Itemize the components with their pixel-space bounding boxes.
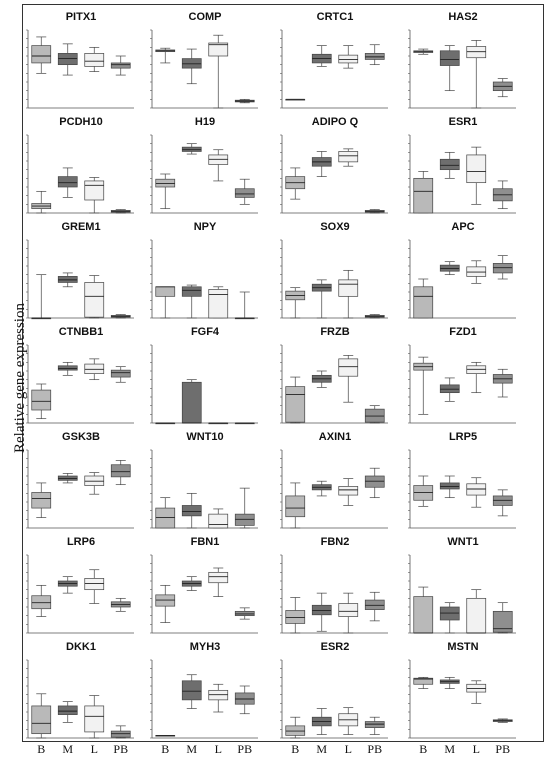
panel-title-crtc1: CRTC1 — [317, 11, 354, 23]
box-m — [57, 705, 78, 715]
panel-title-fzd1: FZD1 — [449, 326, 477, 338]
panel-title-wnt1: WNT1 — [447, 536, 478, 548]
panel-title-apc: APC — [451, 221, 474, 233]
x-group-label-pb: PB — [237, 742, 253, 756]
x-group-label-b: B — [37, 742, 46, 756]
panel-title-myh3: MYH3 — [190, 641, 221, 653]
panel-title-axin1: AXIN1 — [319, 431, 351, 443]
panel-title-esr1: ESR1 — [449, 116, 478, 128]
panel-title-dkk1: DKK1 — [66, 641, 96, 653]
panel-title-pcdh10: PCDH10 — [59, 116, 102, 128]
panel-title-mstn: MSTN — [447, 641, 478, 653]
box-b — [285, 495, 306, 518]
x-group-label-l: L — [472, 742, 480, 756]
box-l — [338, 279, 359, 297]
x-group-label-l: L — [214, 742, 222, 756]
box-b — [413, 596, 434, 634]
box-l — [338, 358, 359, 377]
box-m — [181, 286, 202, 297]
panel-title-esr2: ESR2 — [321, 641, 350, 653]
box-l — [208, 42, 229, 57]
box-pb — [234, 188, 255, 198]
box-l — [84, 705, 105, 733]
panel-title-has2: HAS2 — [448, 11, 477, 23]
box-b — [155, 286, 176, 297]
panel-title-grem1: GREM1 — [61, 221, 100, 233]
box-pb — [492, 610, 513, 633]
panel-title-h19: H19 — [195, 116, 215, 128]
x-group-label-m: M — [62, 742, 74, 756]
x-group-label-m: M — [444, 742, 456, 756]
box-l — [208, 571, 229, 584]
box-l — [84, 180, 105, 201]
panel-title-sox9: SOX9 — [320, 221, 349, 233]
panel-title-fbn2: FBN2 — [321, 536, 350, 548]
box-l — [84, 53, 105, 67]
box-pb — [110, 464, 131, 478]
panel-title-lrp6: LRP6 — [67, 536, 95, 548]
x-group-label-l: L — [344, 742, 352, 756]
box-b — [413, 286, 434, 319]
box-m — [181, 680, 202, 701]
box-pb — [110, 62, 131, 69]
box-b — [31, 492, 52, 509]
box-b — [31, 389, 52, 411]
panel-title-npy: NPY — [194, 221, 217, 233]
x-group-label-b: B — [161, 742, 170, 756]
box-m — [439, 158, 460, 171]
x-group-label-l: L — [90, 742, 98, 756]
panel-title-lrp5: LRP5 — [449, 431, 477, 443]
x-group-label-b: B — [291, 742, 300, 756]
box-l — [208, 513, 229, 529]
x-group-label-pb: PB — [367, 742, 383, 756]
box-b — [285, 386, 306, 423]
box-l — [338, 486, 359, 496]
panel-title-adipo-q: ADIPO Q — [312, 116, 359, 128]
box-b — [31, 45, 52, 64]
x-group-label-pb: PB — [495, 742, 511, 756]
box-b — [413, 677, 434, 685]
box-b — [31, 705, 52, 735]
box-l — [338, 151, 359, 163]
x-group-label-m: M — [186, 742, 198, 756]
x-group-label-pb: PB — [113, 742, 129, 756]
x-group-label-b: B — [419, 742, 428, 756]
box-l — [208, 289, 229, 319]
box-l — [338, 603, 359, 617]
panel-title-ctnbb1: CTNBB1 — [59, 326, 104, 338]
box-m — [439, 50, 460, 66]
box-m — [57, 176, 78, 188]
box-m — [181, 505, 202, 517]
panel-title-frzb: FRZB — [320, 326, 349, 338]
panel-title-gsk3b: GSK3B — [62, 431, 100, 443]
box-l — [466, 154, 487, 184]
panel-title-pitx1: PITX1 — [66, 11, 97, 23]
panel-title-comp: COMP — [189, 11, 222, 23]
box-l — [84, 282, 105, 318]
panel-title-wnt10: WNT10 — [186, 431, 223, 443]
panel-title-fgf4: FGF4 — [191, 326, 220, 338]
box-m — [181, 381, 202, 424]
box-pb — [110, 369, 131, 378]
figure-frame — [22, 4, 544, 742]
panel-title-fbn1: FBN1 — [191, 536, 220, 548]
box-b — [413, 177, 434, 214]
x-group-label-m: M — [316, 742, 328, 756]
box-l — [466, 597, 487, 634]
